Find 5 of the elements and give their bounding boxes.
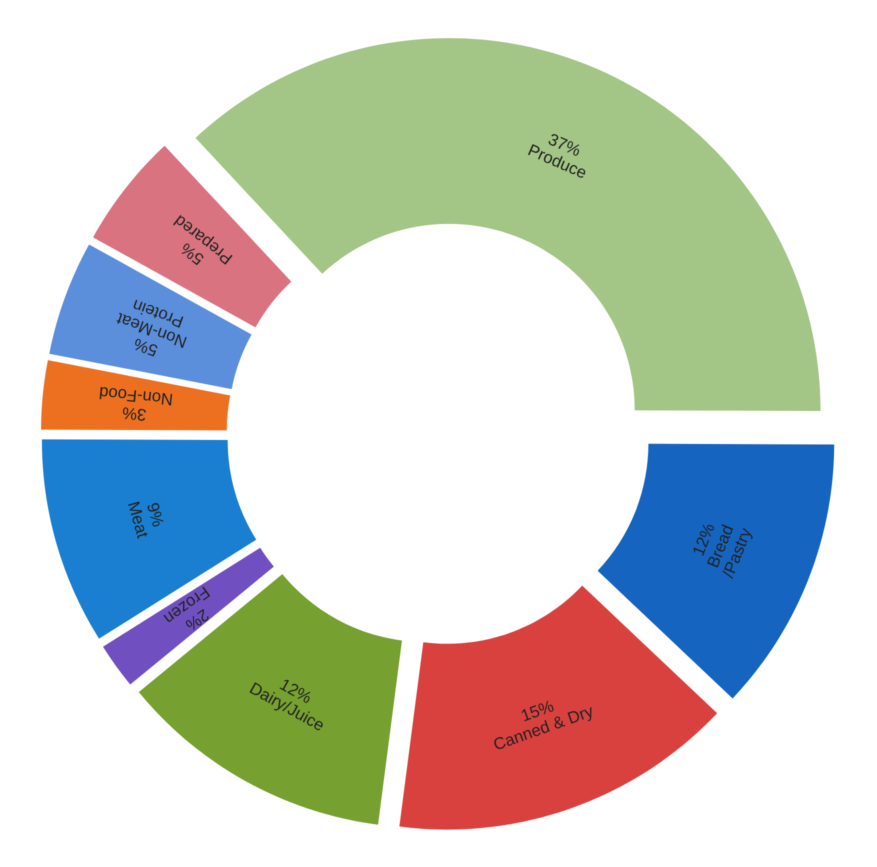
data-label: 9% (146, 502, 164, 528)
data-label: 3% (122, 407, 146, 422)
slice-label: Meat (128, 501, 149, 539)
slice-label: Non-Food (100, 386, 172, 406)
data-label: 15% (520, 700, 554, 722)
